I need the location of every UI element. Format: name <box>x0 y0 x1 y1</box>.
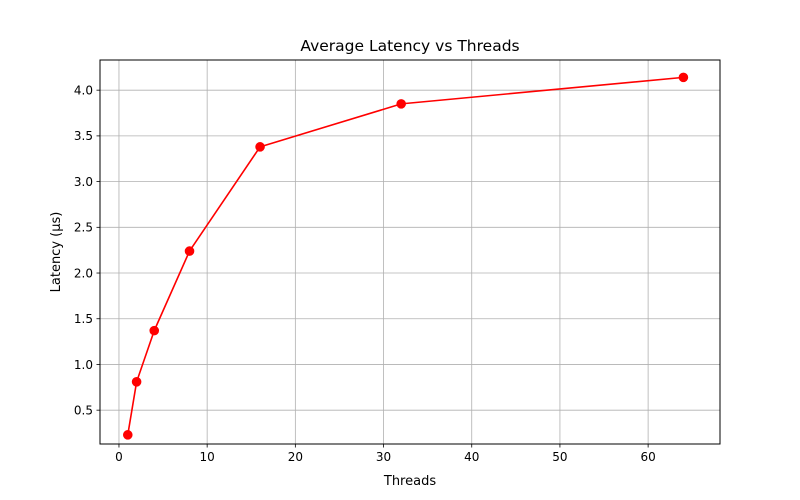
data-point <box>396 99 406 109</box>
data-point <box>184 246 195 256</box>
y-tick-label: 2.0 <box>74 266 93 280</box>
plot-area-frame <box>99 59 721 445</box>
y-tick-label: 1.5 <box>74 312 93 326</box>
x-tick-label: 0 <box>115 450 123 464</box>
data-point <box>122 430 133 440</box>
x-tick-label: 10 <box>200 450 215 464</box>
x-tick-label: 40 <box>464 450 479 464</box>
axis-ticks: 0 10 20 30 40 50 60 0.5 1.0 1.5 2.0 2.5 3.0 3.5 4.0 <box>74 83 656 464</box>
x-tick-label: 50 <box>552 450 567 464</box>
chart-title: Average Latency vs Threads <box>300 37 519 55</box>
x-tick-label: 30 <box>376 450 391 464</box>
y-tick-label: 3.0 <box>74 175 93 189</box>
x-axis-label: Threads <box>383 474 436 489</box>
data-point <box>131 377 142 387</box>
series-layer <box>122 72 689 440</box>
y-axis-label: Latency (µs) <box>49 212 64 293</box>
y-tick-label: 4.0 <box>74 83 93 97</box>
x-tick-label: 20 <box>288 450 303 464</box>
y-tick-label: 2.5 <box>74 221 93 235</box>
x-tick-label: 60 <box>640 450 655 464</box>
data-point <box>149 325 160 336</box>
y-tick-label: 0.5 <box>74 403 93 417</box>
y-tick-label: 1.0 <box>74 358 93 372</box>
data-point <box>255 142 265 152</box>
grid-lines <box>100 60 720 444</box>
data-point <box>678 72 689 83</box>
y-tick-label: 3.5 <box>74 129 93 143</box>
